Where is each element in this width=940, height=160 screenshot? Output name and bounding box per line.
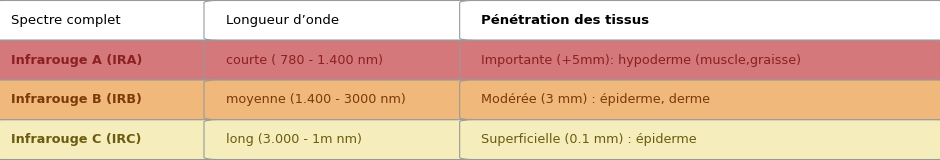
FancyBboxPatch shape (204, 40, 480, 80)
FancyBboxPatch shape (204, 0, 480, 40)
Text: Superficielle (0.1 mm) : épiderme: Superficielle (0.1 mm) : épiderme (481, 133, 697, 146)
FancyBboxPatch shape (0, 0, 225, 40)
FancyBboxPatch shape (460, 120, 940, 160)
Text: Importante (+5mm): hypoderme (muscle,graisse): Importante (+5mm): hypoderme (muscle,gra… (481, 54, 801, 67)
Text: Modérée (3 mm) : épiderme, derme: Modérée (3 mm) : épiderme, derme (481, 93, 711, 106)
FancyBboxPatch shape (460, 40, 940, 80)
Text: Pénétration des tissus: Pénétration des tissus (481, 14, 650, 27)
Text: long (3.000 - 1m nm): long (3.000 - 1m nm) (226, 133, 362, 146)
Text: Infrarouge A (IRA): Infrarouge A (IRA) (11, 54, 143, 67)
Text: Longueur d’onde: Longueur d’onde (226, 14, 338, 27)
Text: courte ( 780 - 1.400 nm): courte ( 780 - 1.400 nm) (226, 54, 383, 67)
FancyBboxPatch shape (460, 80, 940, 120)
Text: Infrarouge B (IRB): Infrarouge B (IRB) (11, 93, 142, 106)
FancyBboxPatch shape (0, 40, 225, 80)
FancyBboxPatch shape (460, 0, 940, 40)
Text: moyenne (1.400 - 3000 nm): moyenne (1.400 - 3000 nm) (226, 93, 405, 106)
FancyBboxPatch shape (0, 120, 225, 160)
Text: Infrarouge C (IRC): Infrarouge C (IRC) (11, 133, 142, 146)
FancyBboxPatch shape (0, 80, 225, 120)
Text: Spectre complet: Spectre complet (11, 14, 121, 27)
FancyBboxPatch shape (204, 120, 480, 160)
FancyBboxPatch shape (204, 80, 480, 120)
